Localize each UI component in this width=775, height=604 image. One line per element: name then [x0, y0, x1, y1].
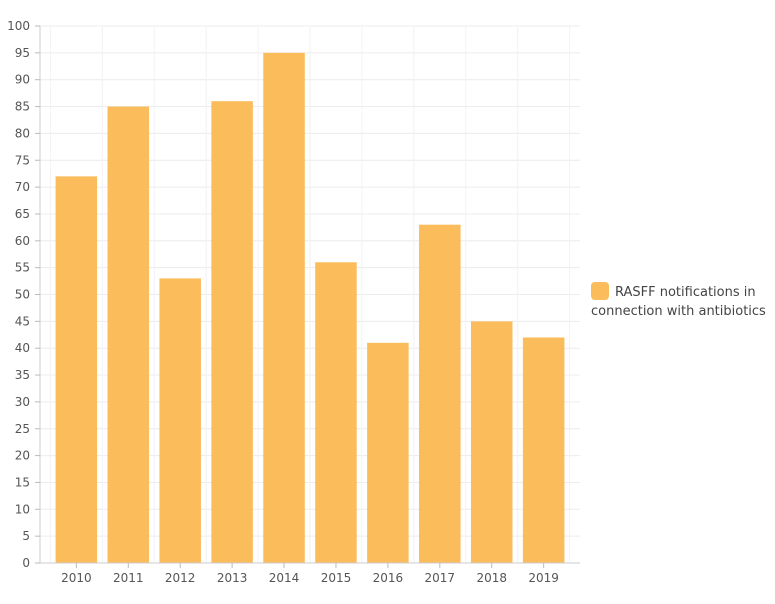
y-tick-label: 65 — [15, 207, 30, 221]
y-tick-label: 30 — [15, 395, 30, 409]
y-tick-label: 45 — [15, 314, 30, 328]
y-tick-label: 55 — [15, 261, 30, 275]
y-tick-label: 95 — [15, 46, 30, 60]
x-axis-ticks: 2010 2011 2012 2013 2014 2015 2016 2017 2018 2019 — [61, 563, 559, 585]
y-tick-label: 70 — [15, 180, 30, 194]
x-tick-label: 2012 — [165, 571, 196, 585]
y-tick-label: 50 — [15, 288, 30, 302]
y-tick-label: 90 — [15, 73, 30, 87]
bar-2017[interactable] — [419, 224, 461, 563]
bar-2013[interactable] — [211, 101, 253, 564]
y-tick-label: 40 — [15, 341, 30, 355]
legend-label: RASFF notifications in connection with a… — [591, 285, 766, 319]
y-tick-label: 60 — [15, 234, 30, 248]
y-tick-label: 25 — [15, 422, 30, 436]
bar-2018[interactable] — [470, 321, 513, 563]
y-tick-label: 10 — [15, 502, 30, 516]
bar-2016[interactable] — [367, 342, 409, 563]
x-tick-label: 2019 — [528, 571, 559, 585]
x-tick-label: 2014 — [269, 571, 300, 585]
bars — [55, 52, 565, 564]
y-tick-label: 100 — [7, 19, 30, 33]
x-tick-label: 2017 — [425, 571, 456, 585]
bar-2014[interactable] — [263, 52, 305, 563]
x-tick-label: 2018 — [476, 571, 507, 585]
bar-2015[interactable] — [315, 262, 357, 563]
y-tick-label: 5 — [22, 529, 30, 543]
bar-2019[interactable] — [522, 337, 565, 563]
x-tick-label: 2015 — [321, 571, 352, 585]
y-tick-label: 75 — [15, 153, 30, 167]
y-tick-label: 80 — [15, 126, 30, 140]
y-tick-label: 85 — [15, 100, 30, 114]
bar-2012[interactable] — [159, 278, 201, 563]
bar-2010[interactable] — [55, 176, 98, 564]
y-tick-label: 0 — [22, 556, 30, 570]
y-tick-label: 20 — [15, 449, 30, 463]
legend-swatch — [591, 282, 609, 300]
y-tick-label: 35 — [15, 368, 30, 382]
x-tick-label: 2011 — [113, 571, 144, 585]
bar-2011[interactable] — [107, 106, 150, 564]
y-axis-ticks: 0 5 10 15 20 25 30 35 40 45 50 55 60 65 70 75 80 85 90 95 10… — [7, 19, 40, 570]
x-tick-label: 2013 — [217, 571, 248, 585]
legend[interactable]: RASFF notifications in connection with a… — [591, 282, 771, 321]
x-tick-label: 2010 — [61, 571, 92, 585]
y-tick-label: 15 — [15, 475, 30, 489]
x-tick-label: 2016 — [373, 571, 404, 585]
